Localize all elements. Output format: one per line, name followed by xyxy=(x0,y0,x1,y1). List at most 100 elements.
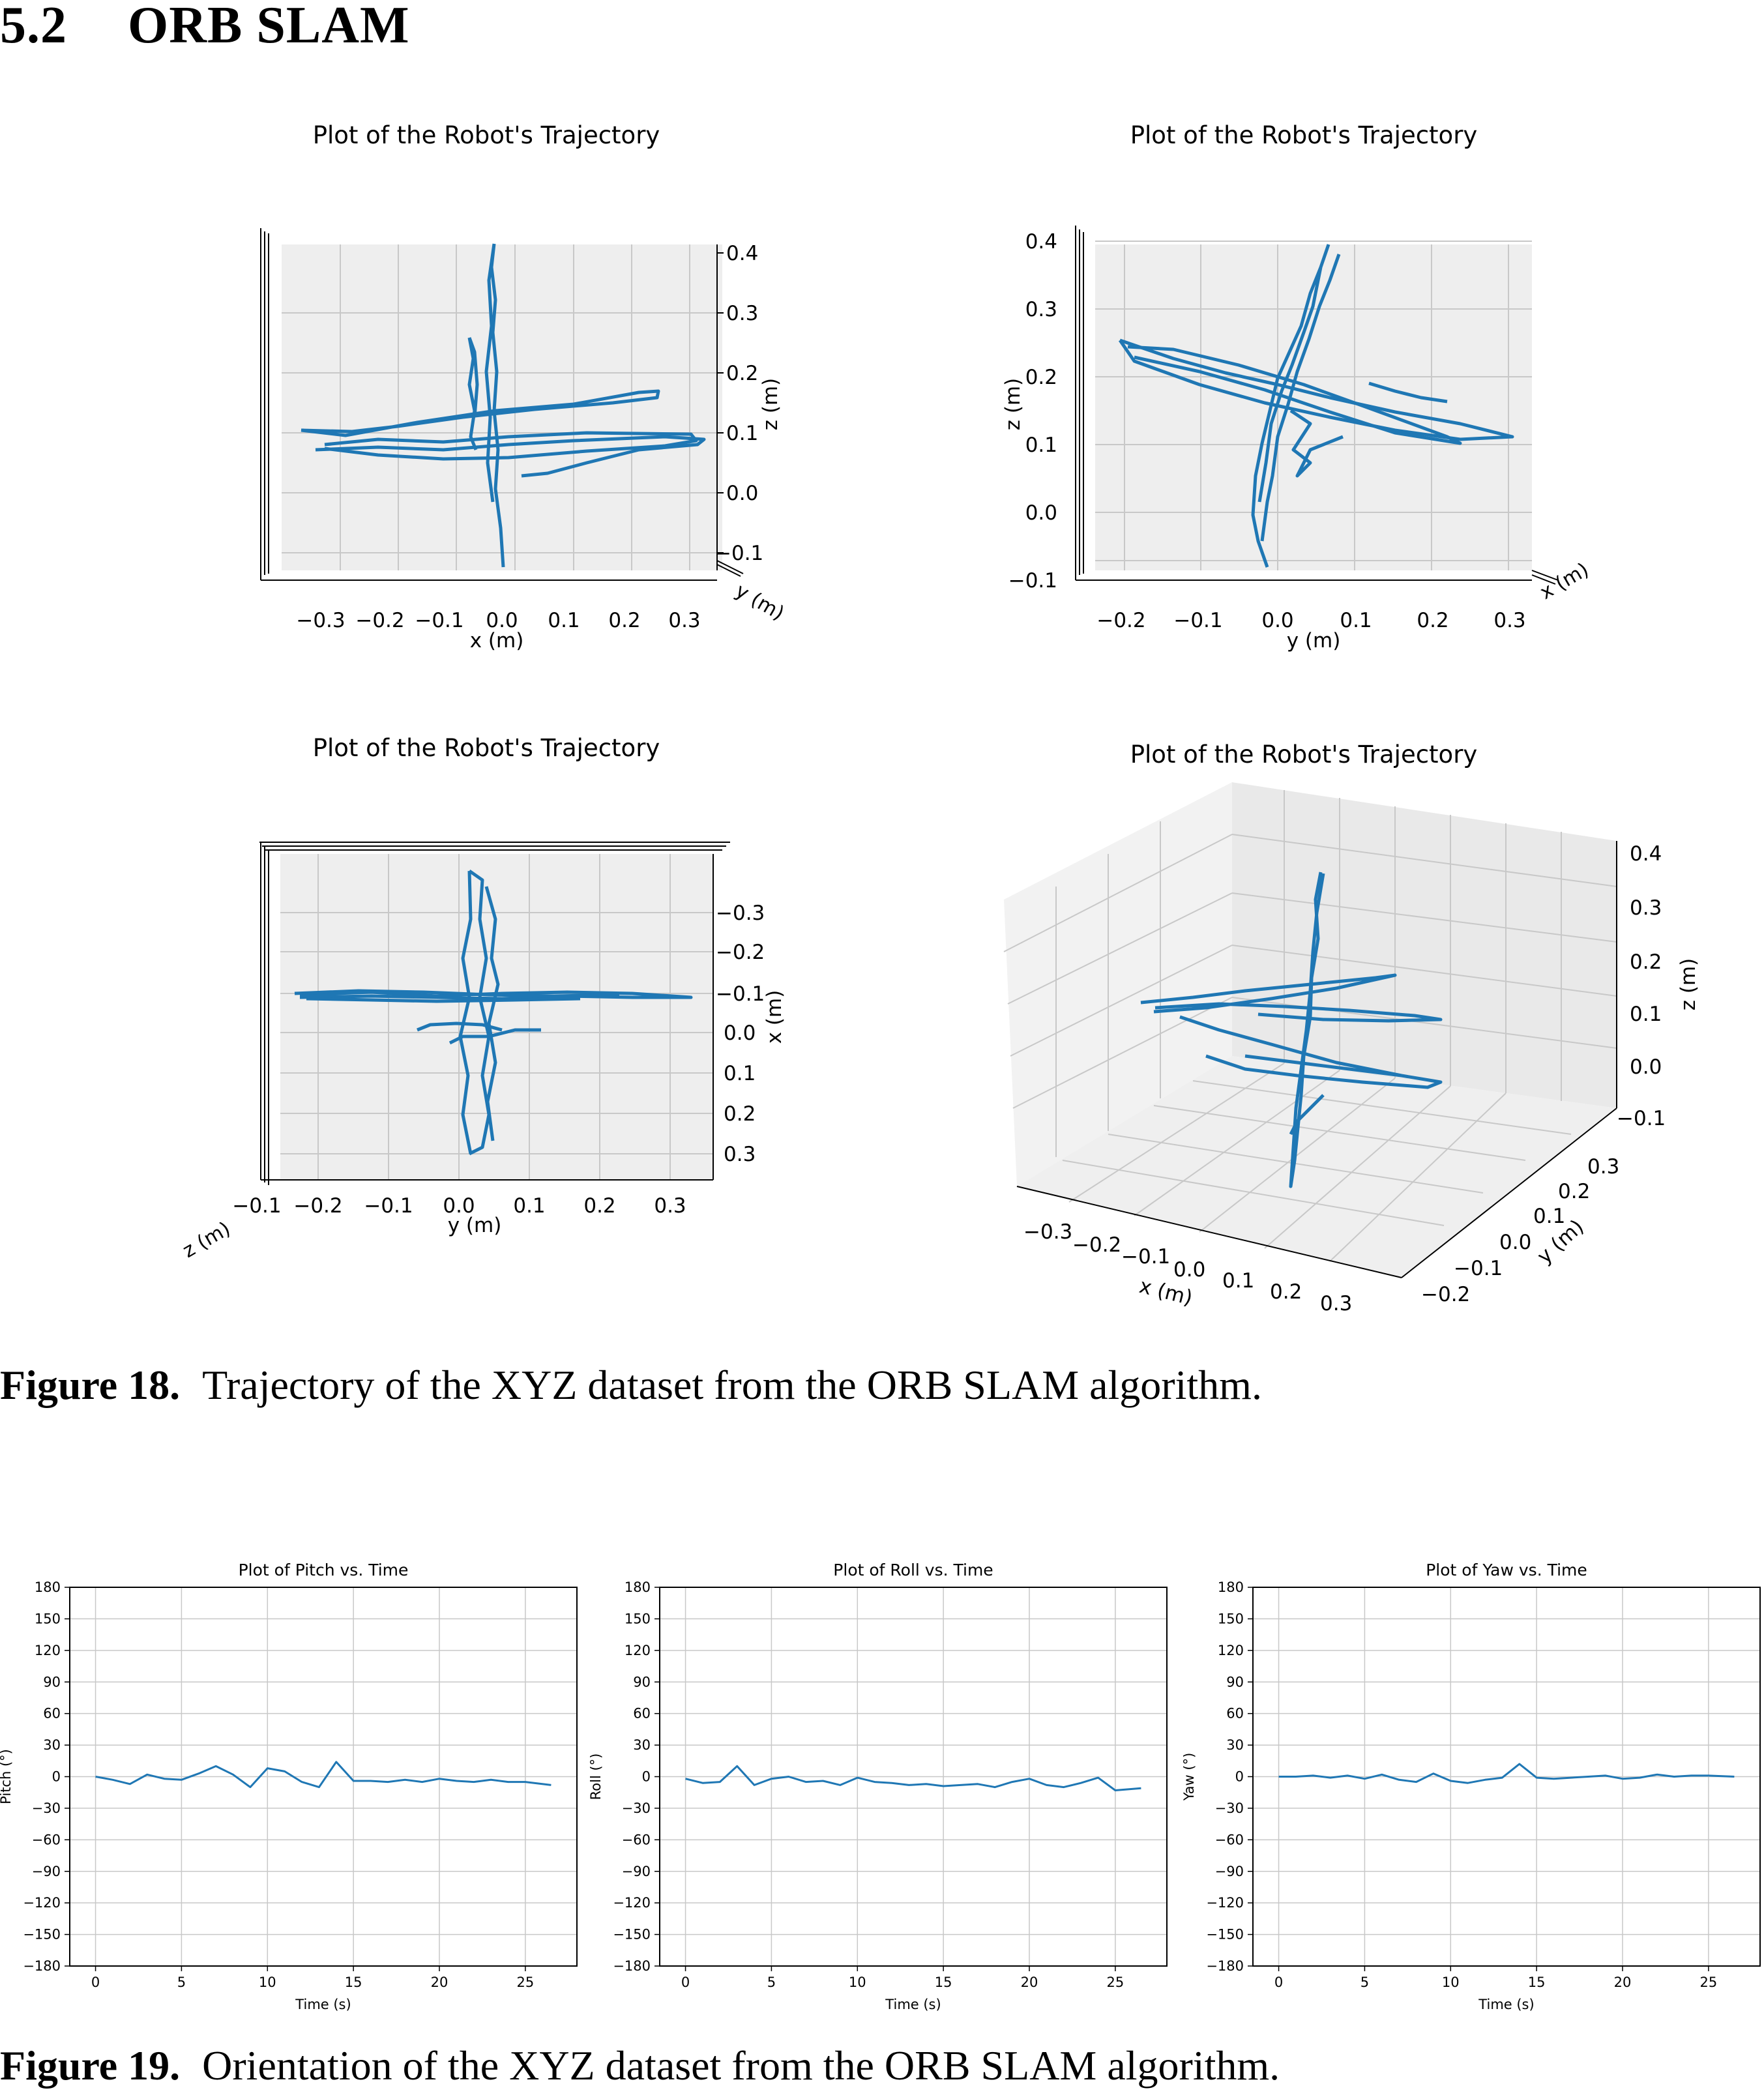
y-tick-label: 180 xyxy=(625,1579,651,1595)
figure19-caption-text: Orientation of the XYZ dataset from the … xyxy=(202,2042,1280,2089)
panel-title: Plot of the Robot's Trajectory xyxy=(1130,121,1478,149)
tick-label: 0.2 xyxy=(583,1194,615,1218)
z-ticks: 0.4 0.3 0.2 0.1 0.0 −0.1 xyxy=(1008,230,1057,593)
tick-label: −0.3 xyxy=(716,902,765,925)
tick-label: 0.4 xyxy=(1630,842,1662,866)
x-ticks: −0.3 −0.2 −0.1 0.0 0.1 0.2 0.3 xyxy=(1023,1220,1352,1315)
y-tick-label: 0 xyxy=(52,1769,61,1785)
x-right-ticks: −0.3 −0.2 −0.1 0.0 0.1 0.2 0.3 xyxy=(716,902,765,1166)
tick-label: 0.3 xyxy=(654,1194,686,1218)
x-tick-label: 10 xyxy=(1442,1974,1460,1990)
axes xyxy=(1075,226,1559,585)
depth-axis-label: y (m) xyxy=(731,580,788,625)
tick-label: −0.2 xyxy=(1421,1283,1470,1306)
trajectory-panel-side: Plot of the Robot's Trajectory 0.4 0.3 0… xyxy=(1004,121,1593,653)
z-ticks: 0.4 0.3 0.2 0.1 0.0 −0.1 xyxy=(714,242,763,565)
trajectory-panel-top: Plot of the Robot's Trajectory −0.3 −0.2… xyxy=(179,734,787,1263)
tick-label: 0.1 xyxy=(1340,609,1372,632)
figure19-caption: Figure 19. Orientation of the XYZ dataset… xyxy=(0,2042,1280,2090)
tick-label: −0.1 xyxy=(1008,569,1057,593)
x-tick-label: 0 xyxy=(1274,1974,1283,1990)
tick-label: 0.4 xyxy=(726,242,758,265)
y-tick-label: −90 xyxy=(622,1864,651,1879)
grid xyxy=(1003,790,1617,1262)
tick-label: 0.3 xyxy=(1025,298,1057,321)
depth-axis-label: z (m) xyxy=(179,1218,235,1263)
y-tick-label: −180 xyxy=(23,1958,61,1974)
x-tick-label: 25 xyxy=(517,1974,535,1990)
figure18-caption-text: Trajectory of the XYZ dataset from the O… xyxy=(202,1362,1262,1408)
chart-title: Plot of Pitch vs. Time xyxy=(239,1561,409,1579)
y-ticks: −0.1 −0.2 −0.1 0.0 0.1 0.2 0.3 xyxy=(232,1194,686,1218)
y-tick-label: −150 xyxy=(1206,1927,1244,1943)
tick-label: 0.0 xyxy=(1630,1055,1662,1079)
y-tick-label: 120 xyxy=(1218,1643,1244,1658)
y-tick-label: 60 xyxy=(633,1706,651,1722)
y-tick-label: −180 xyxy=(1206,1958,1244,1974)
tick-label: −0.1 xyxy=(1454,1257,1503,1280)
x-tick-label: 15 xyxy=(345,1974,362,1990)
tick-label: 0.1 xyxy=(724,1062,756,1085)
y-tick-label: −30 xyxy=(622,1800,651,1816)
tick-label: −0.2 xyxy=(716,941,765,964)
tick-label: 0.0 xyxy=(486,609,518,632)
z-axis-label: z (m) xyxy=(759,378,782,431)
plot-frame xyxy=(69,1587,578,1967)
trajectory-line xyxy=(1118,244,1514,568)
tick-label: 0.1 xyxy=(513,1194,545,1218)
x-tick-label: 20 xyxy=(1614,1974,1632,1990)
z-ticks: 0.4 0.3 0.2 0.1 0.0 −0.1 xyxy=(1617,842,1666,1130)
z-axis-label: z (m) xyxy=(1004,378,1025,431)
x-tick-label: 20 xyxy=(431,1974,448,1990)
y-tick-label: 180 xyxy=(35,1579,61,1595)
x-tick-label: 0 xyxy=(681,1974,690,1990)
chart-title: Plot of Yaw vs. Time xyxy=(1426,1561,1587,1579)
y-tick-label: −90 xyxy=(1215,1864,1244,1879)
tick-label: −0.1 xyxy=(1617,1107,1666,1130)
x-tick-label: 20 xyxy=(1021,1974,1038,1990)
tick-label: 0.2 xyxy=(724,1102,756,1126)
y-tick-label: 150 xyxy=(1218,1611,1244,1626)
x-axis-label: Time (s) xyxy=(885,1997,941,2012)
tick-label: 0.1 xyxy=(1533,1205,1565,1228)
y-axis-label: Yaw (°) xyxy=(1183,1753,1197,1802)
tick-label: 0.3 xyxy=(668,609,700,632)
y-tick-label: 30 xyxy=(633,1737,651,1753)
plot-frame xyxy=(1252,1587,1761,1967)
x-tick-label: 25 xyxy=(1700,1974,1718,1990)
tick-label: 0.1 xyxy=(1222,1269,1254,1293)
y-tick-label: −30 xyxy=(1215,1800,1244,1816)
tick-label: 0.1 xyxy=(1630,1003,1662,1026)
y-tick-label: −60 xyxy=(1215,1832,1244,1847)
tick-label: 0.1 xyxy=(1025,433,1057,457)
x-tick-label: 5 xyxy=(177,1974,186,1990)
axes xyxy=(259,842,730,1185)
tick-label: −0.3 xyxy=(1023,1220,1072,1244)
tick-label: 0.3 xyxy=(724,1143,756,1166)
section-number: 5.2 xyxy=(0,0,67,54)
section-title: ORB SLAM xyxy=(128,0,410,54)
x-tick-label: 0 xyxy=(91,1974,100,1990)
y-tick-label: 30 xyxy=(43,1737,61,1753)
tick-label: 0.4 xyxy=(1025,230,1057,254)
tick-label: 0.0 xyxy=(443,1194,475,1218)
y-tick-label: −150 xyxy=(613,1927,651,1943)
tick-label: 0.0 xyxy=(1173,1258,1205,1282)
series-line xyxy=(1278,1763,1735,1784)
x-axis-label: x (m) xyxy=(470,629,524,653)
figure18-label: Figure 18. xyxy=(0,1362,181,1408)
series-line xyxy=(95,1761,551,1789)
x-tick-label: 10 xyxy=(849,1974,866,1990)
y-ticks: 0.3 0.2 0.1 0.0 −0.1 −0.2 xyxy=(1421,1155,1619,1306)
x-axis-label: Time (s) xyxy=(295,1997,351,2012)
trajectory-line xyxy=(301,243,706,568)
tick-label: 0.2 xyxy=(1417,609,1448,632)
panel-title: Plot of the Robot's Trajectory xyxy=(313,734,660,762)
y-tick-label: 120 xyxy=(625,1643,651,1658)
y-tick-label: 30 xyxy=(1226,1737,1244,1753)
tick-label: −0.2 xyxy=(355,609,404,632)
x-ticks: −0.3 −0.2 −0.1 0.0 0.1 0.2 0.3 xyxy=(296,609,700,632)
z-axis-label: z (m) xyxy=(1677,958,1700,1011)
x-axis-label: Time (s) xyxy=(1478,1997,1534,2012)
trajectory-panel-front: Plot of the Robot's Trajectory −0.3 −0.2… xyxy=(260,121,788,653)
